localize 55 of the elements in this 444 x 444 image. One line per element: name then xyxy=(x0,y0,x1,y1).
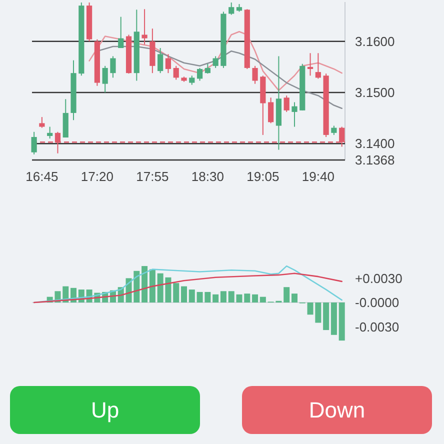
y-tick-label: 3.1368 xyxy=(355,152,395,168)
button[interactable]: Down xyxy=(242,386,432,434)
candlestick xyxy=(228,2,234,16)
candlestick xyxy=(102,65,108,94)
bar xyxy=(284,287,290,302)
candlestick xyxy=(204,63,210,74)
bar xyxy=(291,294,298,302)
bar xyxy=(188,290,195,302)
line-series xyxy=(33,265,342,304)
candlestick xyxy=(284,95,290,112)
bar xyxy=(181,286,187,302)
candlestick xyxy=(39,116,45,128)
candlestick xyxy=(118,16,124,49)
bar xyxy=(330,302,337,335)
bar xyxy=(252,294,258,302)
button[interactable]: Up xyxy=(10,386,200,434)
line-series xyxy=(88,31,342,92)
bar xyxy=(338,302,345,341)
y-tick-label: 3.1600 xyxy=(355,34,395,49)
y-tick-label: -0.0000 xyxy=(355,295,400,310)
bar xyxy=(220,291,226,302)
candlestick xyxy=(315,52,321,80)
candlestick xyxy=(268,97,274,124)
bar xyxy=(149,269,156,302)
candlestick xyxy=(47,126,53,140)
x-tick-label: 16:45 xyxy=(26,169,58,184)
candlestick xyxy=(307,52,314,76)
y-tick-label: 3.1500 xyxy=(355,85,395,100)
candlestick xyxy=(212,56,218,68)
candlestick xyxy=(110,56,116,78)
candlestick xyxy=(173,65,179,80)
x-tick-label: 19:40 xyxy=(302,169,334,184)
candlestick xyxy=(196,67,203,82)
bar xyxy=(173,283,180,302)
y-tick-label: 3.1400 xyxy=(355,136,395,152)
bar xyxy=(260,296,266,302)
bar xyxy=(244,294,250,302)
x-tick-label: 17:55 xyxy=(136,169,169,184)
candlestick xyxy=(142,8,148,45)
candlestick xyxy=(331,125,337,136)
candlestick xyxy=(31,131,37,155)
x-tick-label: 19:05 xyxy=(246,169,280,184)
bar xyxy=(142,266,148,302)
y-tick-label: +0.0030 xyxy=(355,270,402,286)
candlestick xyxy=(189,75,195,86)
x-tick-label: 18:30 xyxy=(191,169,224,184)
bar xyxy=(323,302,330,330)
candlestick xyxy=(165,54,172,74)
x-tick-label: 17:20 xyxy=(80,169,114,184)
line-series xyxy=(33,272,342,304)
candlestick xyxy=(252,65,258,84)
y-tick-label: -0.0030 xyxy=(355,319,400,334)
candlestick xyxy=(292,102,298,128)
bar xyxy=(212,294,219,302)
candlestick xyxy=(158,48,164,74)
